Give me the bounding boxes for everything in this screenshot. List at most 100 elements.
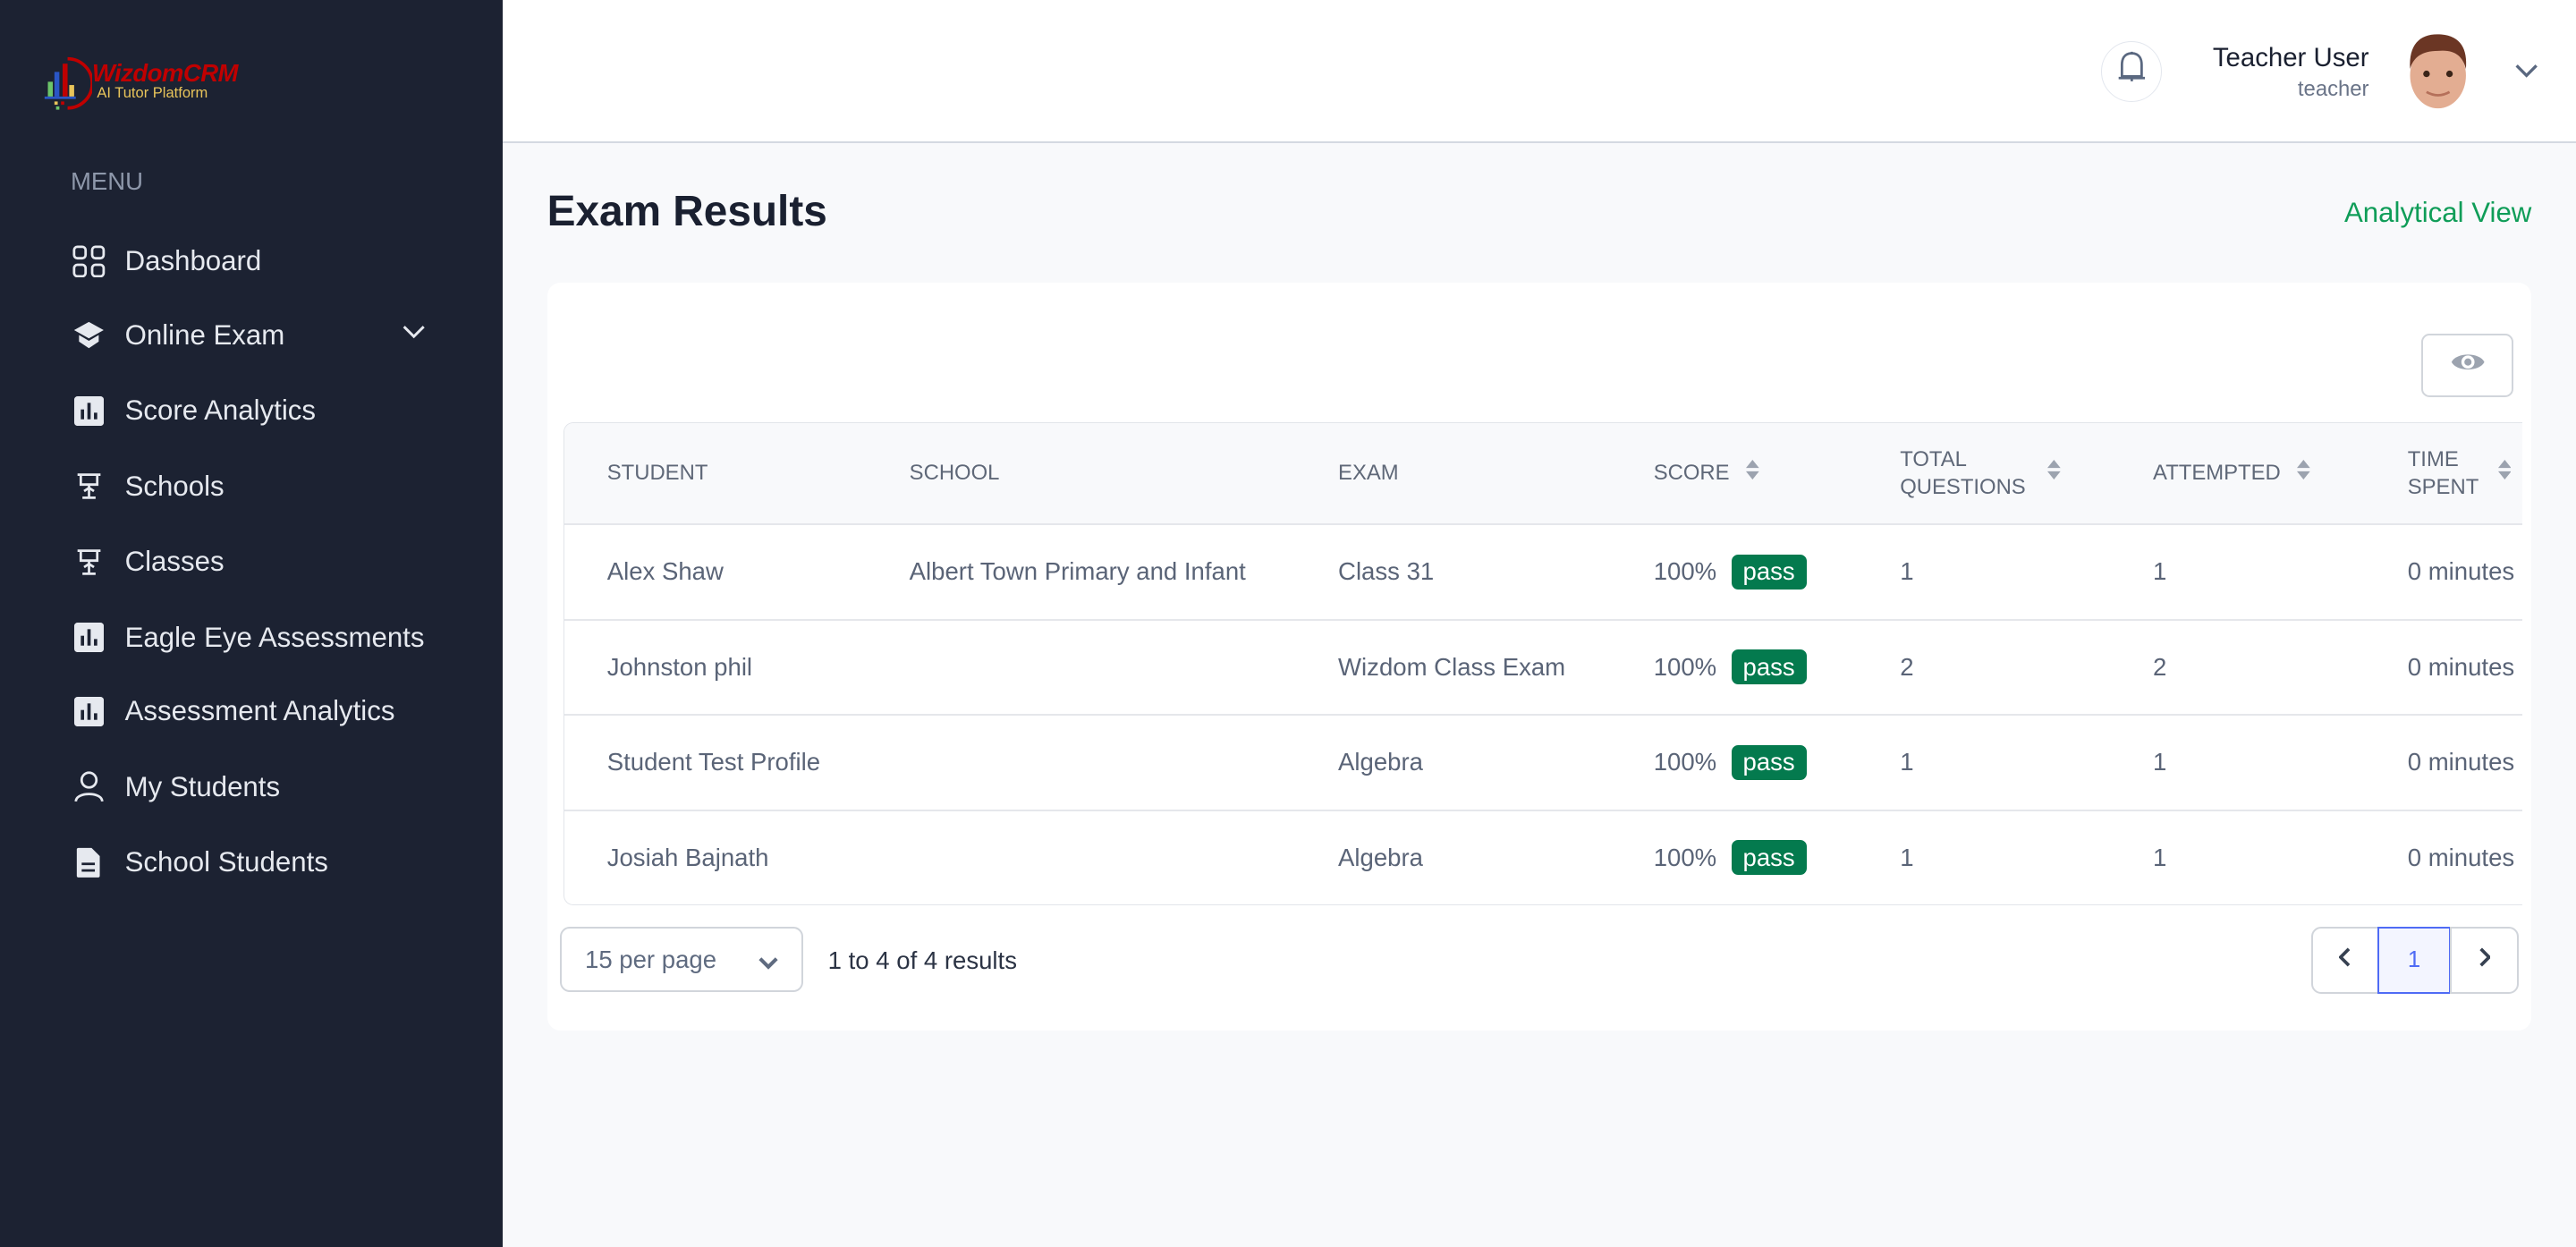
analytical-view-link[interactable]: Analytical View xyxy=(2343,197,2532,229)
sidebar-item-label: Online Exam xyxy=(124,318,285,351)
page-1-button[interactable]: 1 xyxy=(2377,926,2452,995)
total-value: 2 xyxy=(1900,652,1914,681)
bell-icon xyxy=(2115,50,2148,93)
school-value: Albert Town Primary and Infant xyxy=(909,557,1246,586)
status-badge: pass xyxy=(1731,649,1807,685)
user-name: Teacher User xyxy=(2212,42,2369,72)
time-value: 0 minutes xyxy=(2407,557,2515,586)
score-value: 100% xyxy=(1653,652,1717,681)
cell-time: 0 minutes xyxy=(2408,716,2514,810)
sidebar-item-label: School Students xyxy=(124,846,328,878)
column-header-attempted[interactable]: Attempted xyxy=(2153,423,2310,523)
cell-score: 100% pass xyxy=(1654,716,1807,810)
time-value: 0 minutes xyxy=(2407,652,2515,681)
toggle-columns-button[interactable] xyxy=(2421,333,2514,398)
score-value: 100% xyxy=(1653,557,1717,586)
cell-total: 2 xyxy=(1900,620,1913,714)
chevron-down-icon xyxy=(758,950,779,979)
table-header-row: Student School Exam Score Total Question… xyxy=(564,423,2523,526)
status-badge: pass xyxy=(1731,554,1807,590)
sort-icon[interactable] xyxy=(2047,459,2062,487)
school-icon xyxy=(72,470,106,503)
cell-attempted: 1 xyxy=(2153,716,2166,810)
sort-icon[interactable] xyxy=(1745,459,1759,487)
chevron-right-icon xyxy=(2478,947,2492,973)
sidebar-item-assessment-analytics[interactable]: Assessment Analytics xyxy=(72,687,450,736)
student-value: Student Test Profile xyxy=(606,748,821,776)
table-row: Student Test Profile Algebra 100% pass 1 1 0 m… xyxy=(564,716,2523,811)
attempted-value: 1 xyxy=(2153,843,2167,871)
column-header-exam: Exam xyxy=(1338,423,1399,523)
school-icon xyxy=(72,546,106,579)
sidebar-item-label: My Students xyxy=(124,770,281,802)
sidebar-item-online-exam[interactable]: Online Exam xyxy=(72,310,450,360)
table-row: Alex Shaw Albert Town Primary and Infant C… xyxy=(564,525,2523,621)
student-value: Alex Shaw xyxy=(606,557,724,586)
exam-value: Class 31 xyxy=(1338,557,1435,586)
cell-total: 1 xyxy=(1900,810,1913,904)
sidebar-item-score-analytics[interactable]: Score Analytics xyxy=(72,386,450,436)
cell-attempted: 1 xyxy=(2153,525,2166,619)
cell-attempted: 1 xyxy=(2153,810,2166,904)
bar-chart-icon xyxy=(72,394,106,428)
student-value: Johnston phil xyxy=(606,652,753,681)
cell-exam: Algebra xyxy=(1338,716,1423,810)
cell-school: Albert Town Primary and Infant xyxy=(910,525,1246,619)
page-title: Exam Results xyxy=(547,188,827,236)
sidebar-item-label: Dashboard xyxy=(124,245,262,277)
total-value: 1 xyxy=(1900,557,1914,586)
chevron-down-icon[interactable] xyxy=(401,318,427,352)
table-row: Josiah Bajnath Algebra 100% pass 1 1 0 minutes xyxy=(564,810,2522,904)
sidebar-item-dashboard[interactable]: Dashboard xyxy=(72,236,450,285)
user-icon xyxy=(72,770,106,803)
total-value: 1 xyxy=(1900,843,1914,871)
avatar[interactable] xyxy=(2405,30,2470,115)
user-role: teacher xyxy=(2297,77,2369,102)
cell-attempted: 2 xyxy=(2153,620,2166,714)
sort-icon[interactable] xyxy=(2297,459,2310,487)
cell-student: Johnston phil xyxy=(607,620,752,714)
column-label: Score xyxy=(1653,461,1730,486)
sidebar-item-my-students[interactable]: My Students xyxy=(72,762,450,811)
cell-student: Josiah Bajnath xyxy=(607,810,769,904)
sidebar-item-label: Eagle Eye Assessments xyxy=(124,621,425,653)
student-value: Josiah Bajnath xyxy=(606,843,769,871)
document-icon xyxy=(72,846,106,879)
eye-icon xyxy=(2450,349,2486,382)
column-header-total-questions[interactable]: Total Questions xyxy=(1900,423,2080,523)
time-value: 0 minutes xyxy=(2407,843,2515,871)
sidebar-item-schools[interactable]: Schools xyxy=(72,462,450,511)
sidebar-item-label: Score Analytics xyxy=(124,394,316,427)
sort-icon[interactable] xyxy=(2497,459,2512,487)
brand-logo[interactable]: WizdomCRM AI Tutor Platform xyxy=(43,55,273,111)
pagination: 1 xyxy=(2311,926,2519,995)
per-page-select[interactable]: 15 per page xyxy=(560,926,804,993)
column-header-score[interactable]: Score xyxy=(1654,423,1759,523)
results-table: Student School Exam Score Total Question… xyxy=(563,422,2523,906)
sidebar-item-label: Assessment Analytics xyxy=(124,695,395,727)
sidebar-item-school-students[interactable]: School Students xyxy=(72,838,450,887)
notifications-button[interactable] xyxy=(2101,40,2163,103)
graduation-cap-icon xyxy=(72,318,106,352)
sidebar-item-label: Schools xyxy=(124,470,225,502)
column-label: Student xyxy=(606,461,708,486)
sidebar-item-classes[interactable]: Classes xyxy=(72,538,450,587)
attempted-value: 1 xyxy=(2153,557,2167,586)
sidebar: WizdomCRM AI Tutor Platform MENU Dashboa… xyxy=(0,0,504,1247)
column-label: Attempted xyxy=(2153,461,2281,486)
cell-exam: Class 31 xyxy=(1338,525,1434,619)
brand-tagline: AI Tutor Platform xyxy=(97,83,208,101)
total-value: 1 xyxy=(1900,748,1914,776)
cell-total: 1 xyxy=(1900,716,1913,810)
previous-page-button[interactable] xyxy=(2311,926,2379,995)
sidebar-item-label: Classes xyxy=(124,546,225,578)
brand-name: WizdomCRM xyxy=(91,59,239,88)
column-header-time-spent[interactable]: Time Spent xyxy=(2408,423,2523,523)
cell-total: 1 xyxy=(1900,525,1913,619)
exam-value: Algebra xyxy=(1338,843,1423,871)
user-menu-chevron-icon[interactable] xyxy=(2513,59,2539,89)
results-card: Student School Exam Score Total Question… xyxy=(547,282,2532,1031)
sidebar-item-eagle-eye-assessments[interactable]: Eagle Eye Assessments xyxy=(72,613,450,662)
next-page-button[interactable] xyxy=(2449,926,2519,995)
menu-label: MENU xyxy=(70,167,144,196)
